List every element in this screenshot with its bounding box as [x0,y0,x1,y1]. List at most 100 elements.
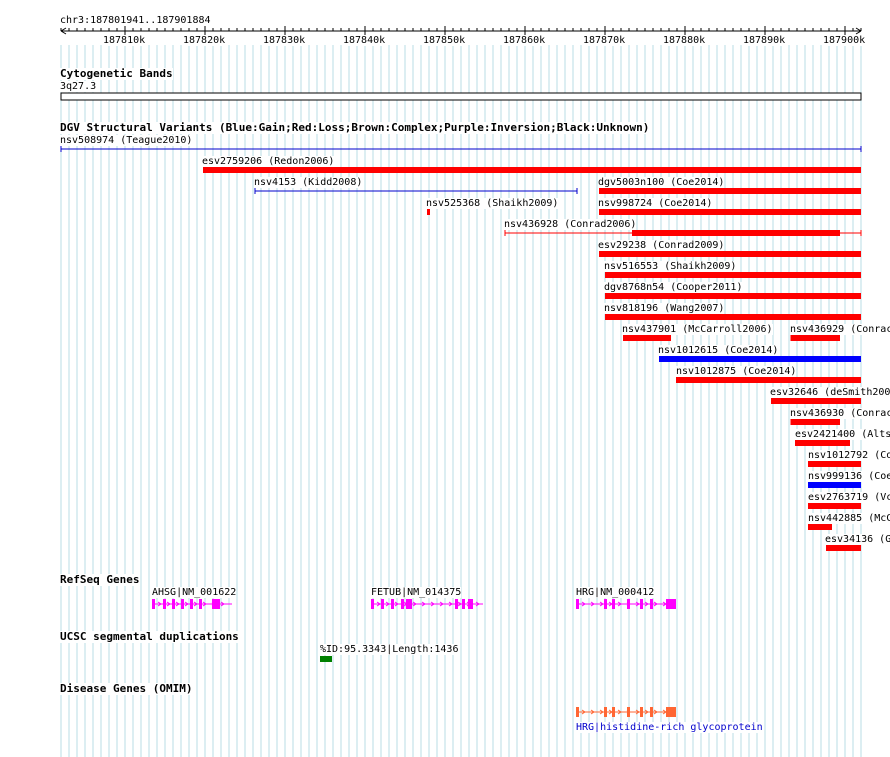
hrg-gene-exon [604,599,607,609]
track-title-refseq[interactable]: RefSeq Genes [60,573,140,586]
ahsg-gene-exon [190,599,193,609]
dgv-feature-label[interactable]: dgv5003n100 (Coe2014) [598,177,725,188]
dgv-feature-label[interactable]: nsv508974 (Teague2010) [60,135,193,146]
dgv-feature-label[interactable]: esv2759206 (Redon2006) [202,156,335,167]
refseq-gene-label[interactable]: FETUB|NM_014375 [371,587,462,598]
ahsg-gene-exon [212,599,220,609]
dgv-feature-label[interactable]: nsv818196 (Wang2007) [604,303,725,314]
dgv-feature-bar [805,419,840,425]
hrg-gene-strand-arrow-icon [653,601,658,607]
fetub-gene-exon [468,599,473,609]
dgv-feature-label[interactable]: nsv436929 (Conrac [790,324,890,335]
dgv-feature-label[interactable]: nsv999136 (Coe [808,471,890,482]
hrg-gene-exon [576,599,579,609]
track-title-segdup[interactable]: UCSC segmental duplications [60,630,239,643]
ahsg-gene-exon [181,599,184,609]
hrg-gene-strand-arrow-icon [599,601,604,607]
ahsg-gene-strand-arrow-icon [166,601,171,607]
omim-strand-arrow-icon [644,709,649,715]
omim-strand-arrow-icon [599,709,604,715]
ahsg-gene-exon [163,599,166,609]
dgv-feature-label[interactable]: nsv516553 (Shaikh2009) [604,261,737,272]
ruler-tick-label: 187830k [263,35,306,46]
dgv-feature-label[interactable]: esv34136 (G [825,534,890,545]
dgv-feature-label[interactable]: dgv8768n54 (Cooper2011) [604,282,743,293]
omim-exon [627,707,630,717]
ruler-tick-label: 187840k [343,35,386,46]
ahsg-gene-strand-arrow-icon [184,601,189,607]
omim-strand-arrow-icon [617,709,622,715]
fetub-gene-exon [381,599,384,609]
hrg-gene-exon [627,599,630,609]
hrg-gene-strand-arrow-icon [581,601,586,607]
dgv-feature-bar [676,377,861,383]
ruler-tick-label: 187870k [583,35,626,46]
omim-exon [576,707,579,717]
hrg-gene-exon [612,599,615,609]
fetub-gene-exon [406,599,412,609]
dgv-feature-bar [605,272,861,278]
dgv-feature-bar [599,188,861,194]
ruler-right-arrow-icon [855,27,862,35]
ahsg-gene-exon [199,599,202,609]
cytoband-label[interactable]: 3q27.3 [60,81,97,92]
dgv-feature-bar [203,167,861,173]
fetub-gene-strand-arrow-icon [439,601,444,607]
cytoband-bar [60,92,862,101]
refseq-gene-label[interactable]: AHSG|NM_001622 [152,587,237,598]
dgv-feature-label[interactable]: esv2421400 (Alts [795,429,890,440]
dgv-feature-bar [632,230,840,236]
fetub-gene-strand-arrow-icon [385,601,390,607]
fetub-gene-exon [455,599,458,609]
dgv-feature-label[interactable]: nsv1012875 (Coe2014) [676,366,797,377]
fetub-gene-strand-arrow-icon [421,601,426,607]
fetub-gene-exon [371,599,374,609]
dgv-feature-label[interactable]: esv32646 (deSmith200 [770,387,890,398]
refseq-gene-label[interactable]: HRG|NM_000412 [576,587,655,598]
dgv-feature-bar [599,209,861,215]
track-title-dgv[interactable]: DGV Structural Variants (Blue:Gain;Red:L… [60,121,650,134]
omim-feature-label[interactable]: HRG|histidine-rich glycoprotein [576,722,763,733]
dgv-feature-label[interactable]: esv29238 (Conrad2009) [598,240,725,251]
track-title-cytoband[interactable]: Cytogenetic Bands [60,67,173,80]
ruler-tick-label: 187860k [503,35,546,46]
dgv-feature-label[interactable]: nsv998724 (Coe2014) [598,198,713,209]
dgv-feature-label[interactable]: nsv1012792 (Co [808,450,890,461]
fetub-gene-exon [391,599,394,609]
dgv-feature-label[interactable]: nsv436928 (Conrad2006) [504,219,637,230]
track-title-omim[interactable]: Disease Genes (OMIM) [60,682,193,695]
segdup-feature-label[interactable]: %ID:95.3343|Length:1436 [320,644,459,655]
hrg-gene-exon [666,599,676,609]
dgv-feature-label[interactable]: nsv442885 (McC [808,513,890,524]
ahsg-gene-strand-arrow-icon [220,601,225,607]
hrg-gene-exon [640,599,643,609]
dgv-feature-bar [659,356,861,362]
dgv-feature-label[interactable]: nsv4153 (Kidd2008) [254,177,363,188]
segdup-feature-bar [320,656,332,662]
dgv-feature-label[interactable]: nsv437901 (McCarroll2006) [622,324,773,335]
dgv-feature-label[interactable]: nsv1012615 (Coe2014) [658,345,779,356]
ruler-tick-label: 187820k [183,35,226,46]
dgv-feature-label[interactable]: nsv436930 (Conrac [790,408,890,419]
ruler-left-arrow-icon [60,27,67,35]
hrg-gene-strand-arrow-icon [617,601,622,607]
omim-exon [650,707,653,717]
dgv-feature-bar [808,524,832,530]
ahsg-gene-strand-arrow-icon [202,601,207,607]
dgv-feature-bar [623,335,671,341]
omim-exon [612,707,615,717]
dgv-feature-label[interactable]: esv2763719 (Vc [808,492,890,503]
ahsg-gene-strand-arrow-icon [193,601,198,607]
hrg-gene-strand-arrow-icon [590,601,595,607]
fetub-gene-strand-arrow-icon [412,601,417,607]
dgv-feature-bar [605,293,861,299]
dgv-feature-label[interactable]: nsv525368 (Shaikh2009) [426,198,559,209]
ahsg-gene-strand-arrow-icon [157,601,162,607]
omim-exon [604,707,607,717]
ruler-position: chr3:187801941..187901884 [60,15,211,26]
ruler-tick-label: 187850k [423,35,466,46]
fetub-gene-strand-arrow-icon [394,601,399,607]
dgv-feature-bar [808,482,861,488]
